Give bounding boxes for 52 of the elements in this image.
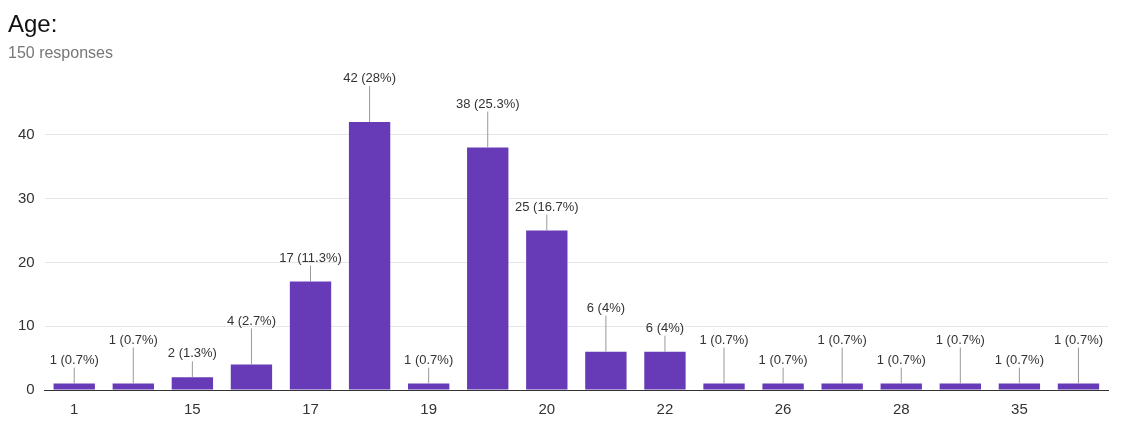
data-label: 6 (4%)	[586, 299, 626, 315]
data-label: 25 (16.7%)	[515, 198, 579, 214]
bar	[644, 351, 686, 390]
data-label: 1 (0.7%)	[699, 331, 749, 347]
bar	[407, 383, 450, 390]
bar	[939, 383, 981, 390]
data-label: 1 (0.7%)	[994, 351, 1044, 367]
bar	[703, 383, 745, 390]
x-tick-label: 22	[656, 400, 674, 418]
y-tick-label: 20	[18, 252, 35, 270]
data-label: 1 (0.7%)	[817, 331, 867, 347]
bar	[526, 230, 568, 390]
data-label: 6 (4%)	[645, 319, 685, 335]
chart-subtitle: 150 responses	[8, 44, 114, 62]
data-label: 17 (11.3%)	[279, 249, 342, 265]
chart-title: Age:	[8, 10, 59, 38]
bar	[762, 383, 804, 390]
data-label: 42 (28%)	[343, 70, 396, 86]
bar	[467, 147, 509, 390]
data-label: 1 (0.7%)	[1053, 331, 1104, 347]
y-tick-label: 30	[18, 188, 35, 206]
x-tick-label: 35	[1011, 400, 1028, 418]
x-tick-label: 17	[302, 400, 319, 418]
x-tick-label: 26	[774, 400, 792, 418]
data-label: 1 (0.7%)	[935, 331, 985, 347]
bar	[230, 364, 273, 390]
y-tick-label: 40	[18, 124, 35, 142]
bar	[112, 383, 154, 390]
y-tick-label: 0	[26, 380, 35, 398]
y-tick-label: 10	[18, 316, 35, 334]
data-label: 1 (0.7%)	[876, 351, 926, 367]
bar	[289, 281, 332, 390]
bar	[53, 383, 95, 390]
x-tick-label: 28	[892, 400, 910, 418]
x-tick-label: 20	[538, 400, 556, 418]
x-tick-label: 19	[420, 400, 437, 418]
data-label: 1 (0.7%)	[49, 351, 99, 367]
x-tick-label: 15	[184, 400, 201, 418]
bar	[348, 122, 391, 390]
bar	[585, 351, 627, 390]
bar	[880, 383, 922, 390]
bar	[998, 383, 1041, 390]
bar	[1057, 383, 1100, 390]
data-label: 2 (1.3%)	[167, 345, 217, 361]
data-label: 1 (0.7%)	[758, 351, 808, 367]
bar	[821, 383, 863, 390]
data-label: 1 (0.7%)	[108, 331, 158, 347]
x-tick-label: 1	[70, 400, 79, 418]
data-label: 1 (0.7%)	[404, 351, 454, 367]
data-label: 38 (25.3%)	[455, 95, 520, 111]
data-label: 4 (2.7%)	[226, 312, 277, 328]
bar	[171, 377, 214, 390]
